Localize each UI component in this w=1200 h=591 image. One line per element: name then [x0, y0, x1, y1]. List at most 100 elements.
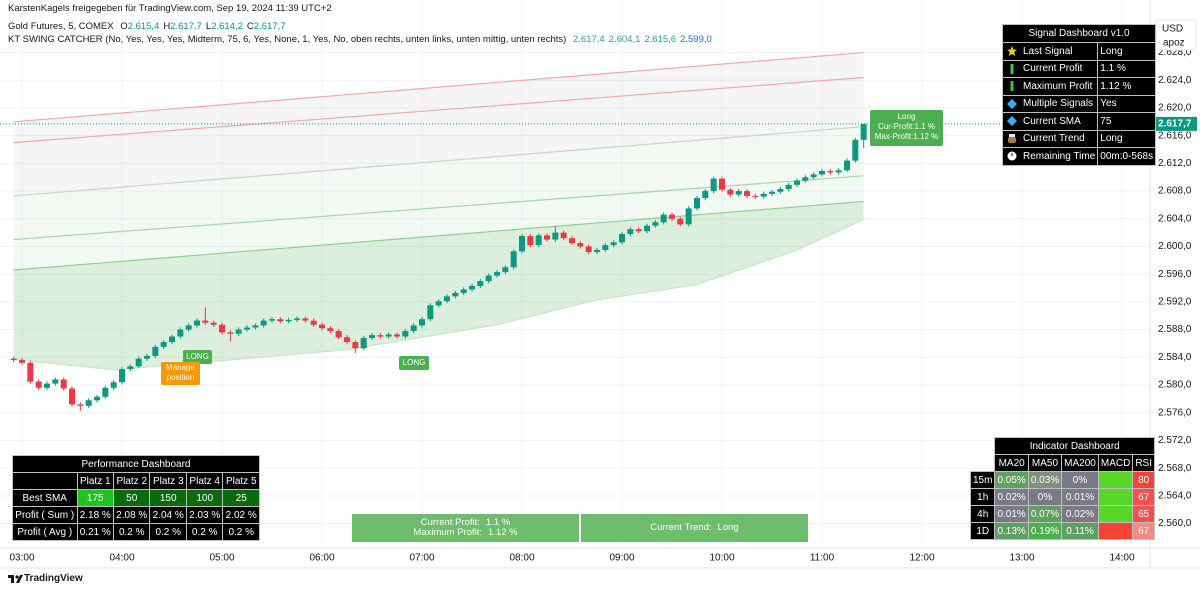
label: Maximum Profit [1023, 80, 1093, 92]
candle-body [344, 337, 350, 343]
x-tick-label: 03:00 [9, 553, 34, 564]
y-tick-label: 2.612,0 [1158, 158, 1192, 169]
x-tick-label: 10:00 [709, 553, 734, 564]
value: Long [1097, 42, 1157, 61]
label: Multiple Signals [1023, 98, 1094, 110]
currency-box [1155, 19, 1197, 51]
candle-body [752, 195, 759, 197]
manage-label: Manage position [161, 362, 200, 385]
candle-body [69, 388, 75, 405]
value: 1.12 % [488, 527, 518, 538]
cell: 0.01% [994, 505, 1029, 523]
column-header: Platz 4 [185, 472, 224, 490]
indicator-value: 2.617,4 [572, 34, 605, 45]
ohlc-value: 2.614,2 [211, 21, 243, 32]
candle-body [760, 193, 767, 197]
icon [1007, 116, 1017, 127]
candle-body [502, 267, 509, 273]
row-label: Profit ( Sum ) [12, 506, 78, 524]
label-cell: Current SMA [1001, 112, 1099, 131]
candle-body [310, 320, 317, 325]
candle-body [60, 379, 67, 389]
candle-body [802, 177, 809, 181]
indicator-line: KT SWING CATCHER (No, Yes, Yes, Yes, Mid… [8, 34, 716, 45]
cell: 0% [1061, 471, 1099, 489]
value: Long [1097, 129, 1157, 148]
ohlc-item: L2.614,2 [206, 21, 243, 32]
label: Maximum Profit: [413, 527, 483, 538]
candle-body [827, 170, 834, 173]
y-tick-label: 2.576,0 [1158, 407, 1192, 418]
row: Multiple Signals Yes [1001, 94, 1157, 113]
row: Best SMA 175 50 150 100 25 [12, 489, 260, 507]
candle-body [810, 174, 817, 178]
cell: 65 [1132, 505, 1155, 523]
candle-body [635, 229, 642, 232]
symbol: Gold Futures, 5, COMEX [8, 21, 114, 32]
row: Platz 1 Platz 2 Platz 3 Platz 4 Platz 5 [12, 472, 260, 490]
cell: 2.08 % [112, 506, 151, 524]
candle-body [27, 362, 34, 382]
candle-body [627, 229, 634, 235]
candle-body [660, 214, 667, 223]
indicator-value: 2.615,6 [644, 34, 677, 45]
cell: 150 [149, 489, 187, 507]
row-label: 1D [969, 522, 996, 540]
candle-body [335, 330, 342, 338]
candle-body [394, 334, 400, 337]
ohlc-value: 2.617,7 [253, 21, 286, 32]
cell: 0.11% [1061, 522, 1099, 540]
ohlc-key: L [205, 21, 212, 32]
candle-body [702, 191, 709, 199]
label: Current Trend: [650, 522, 712, 533]
candle-body [77, 404, 84, 406]
candle-body [577, 243, 584, 247]
ohlc-item: C2.617,7 [247, 21, 286, 32]
signal-line: Cur-Profit:1.1 % [878, 122, 935, 131]
candle-body [177, 329, 184, 337]
candle-body [135, 358, 142, 367]
signal-line: Long [897, 112, 916, 121]
candle-body [585, 246, 592, 253]
column-header: Platz 1 [76, 472, 115, 490]
value: Long [717, 522, 739, 533]
candle-body [569, 238, 575, 244]
label: Current Profit [1023, 63, 1083, 75]
blank [971, 455, 995, 472]
cell: 2.04 % [149, 506, 187, 524]
candle-body [152, 346, 159, 356]
profit-box: Current Profit: 1.1 % Maximum Profit: 1.12… [352, 514, 579, 542]
currency: USD [1162, 24, 1183, 35]
candle-body [269, 319, 275, 321]
row: Last Signal Long [1001, 42, 1157, 61]
candle-body [652, 222, 659, 226]
label-cell: Current Profit [1001, 59, 1099, 78]
indicator-value: 2.604,1 [608, 34, 641, 45]
candle-body [819, 170, 825, 175]
candle-body [685, 208, 692, 225]
cell: 0% [1027, 488, 1063, 506]
cell: 67 [1132, 522, 1155, 540]
label: Last Signal [1023, 45, 1073, 57]
candle-body [852, 139, 859, 161]
candle-body [694, 198, 700, 209]
value: 1.1 % [1097, 59, 1157, 78]
cell: 0.07% [1027, 505, 1063, 523]
row: Signal Dashboard v1.0 [1001, 24, 1157, 43]
ohlc-value: 2.615,4 [127, 21, 160, 32]
x-tick-label: 04:00 [109, 553, 134, 564]
candle-body [327, 328, 334, 331]
value: 75 [1097, 112, 1157, 131]
y-tick-label: 2.580,0 [1158, 380, 1192, 391]
cell: 0.2 % [185, 523, 224, 541]
logo-icon [8, 575, 23, 583]
icon [1007, 151, 1017, 161]
signal-line: Max-Profit:1.12 % [874, 132, 939, 141]
value: 00m:0-568s [1097, 147, 1157, 166]
candle-body [544, 235, 550, 240]
price-tag [1151, 116, 1197, 131]
candle-body [160, 342, 167, 347]
shared-by: KarstenKagels freigegeben für TradingVie… [8, 3, 332, 14]
candle-body [477, 281, 484, 286]
